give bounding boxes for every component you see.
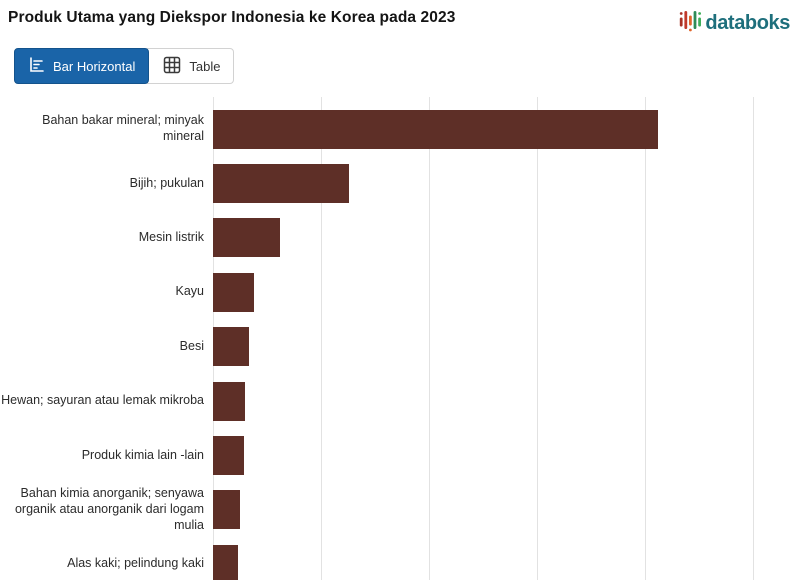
databoks-logo-text: databoks [705, 11, 790, 34]
bar[interactable] [213, 436, 245, 476]
tab-label: Bar Horizontal [53, 58, 136, 74]
bar-track [213, 164, 780, 204]
gridline [537, 97, 538, 580]
header: Produk Utama yang Diekspor Indonesia ke … [0, 0, 800, 44]
tab-table[interactable]: Table [147, 48, 235, 84]
chart-row: Bahan kimia anorganik; senyawa organik a… [0, 483, 780, 537]
gridline [429, 97, 430, 580]
bar[interactable] [213, 381, 246, 421]
chart-row: Alas kaki; pelindung kaki [0, 537, 780, 580]
bar-track [213, 327, 780, 367]
bar-label: Kayu [175, 284, 205, 299]
page-title: Produk Utama yang Diekspor Indonesia ke … [8, 9, 456, 26]
bar[interactable] [213, 272, 255, 312]
chart-row: Mesin listrik [0, 211, 780, 265]
bar-track [213, 544, 780, 580]
bar-track [213, 218, 780, 258]
bar-label: Mesin listrik [138, 230, 204, 245]
bar[interactable] [213, 109, 658, 149]
chart-row: Produk kimia lain -lain [0, 428, 780, 482]
bar-horizontal-icon [28, 56, 45, 76]
bar-label: Bahan bakar mineral; minyak mineral [42, 113, 204, 144]
bar-label: Alas kaki; pelindung kaki [67, 556, 204, 571]
bar-label: Besi [179, 338, 204, 353]
chart-rows: Bahan bakar mineral; minyak mineral Bijih… [0, 102, 780, 580]
bar[interactable] [213, 490, 240, 530]
gridline [753, 97, 754, 580]
bar-track [213, 381, 780, 421]
chart-row: Bahan bakar mineral; minyak mineral [0, 102, 780, 156]
bar-track [213, 436, 780, 476]
chart-row: Bijih; pukulan [0, 156, 780, 210]
bar-label: Hewan; sayuran atau lemak mikroba [1, 393, 204, 408]
chart-row: Hewan; sayuran atau lemak mikroba [0, 374, 780, 428]
bar[interactable] [213, 327, 249, 367]
databoks-logo[interactable]: databoks [679, 7, 790, 39]
view-switcher: Bar Horizontal Table [14, 48, 235, 84]
bar-label: Produk kimia lain -lain [81, 447, 204, 462]
bar-track [213, 109, 780, 149]
tab-label: Table [189, 58, 221, 74]
chart-row: Kayu [0, 265, 780, 319]
bar-label: Bijih; pukulan [129, 175, 204, 190]
databoks-logo-icon [679, 7, 702, 39]
tab-bar-horizontal[interactable]: Bar Horizontal [14, 48, 150, 84]
bar[interactable] [213, 164, 350, 204]
chart-row: Besi [0, 320, 780, 374]
gridline [645, 97, 646, 580]
bar-label: Bahan kimia anorganik; senyawa organik a… [14, 486, 204, 532]
horizontal-bar-chart: Bahan bakar mineral; minyak mineral Bijih… [0, 97, 800, 580]
bar[interactable] [213, 544, 238, 580]
bar-track [213, 272, 780, 312]
gridline [321, 97, 322, 580]
bar-track [213, 490, 780, 530]
table-icon [163, 56, 181, 77]
bar[interactable] [213, 218, 280, 258]
